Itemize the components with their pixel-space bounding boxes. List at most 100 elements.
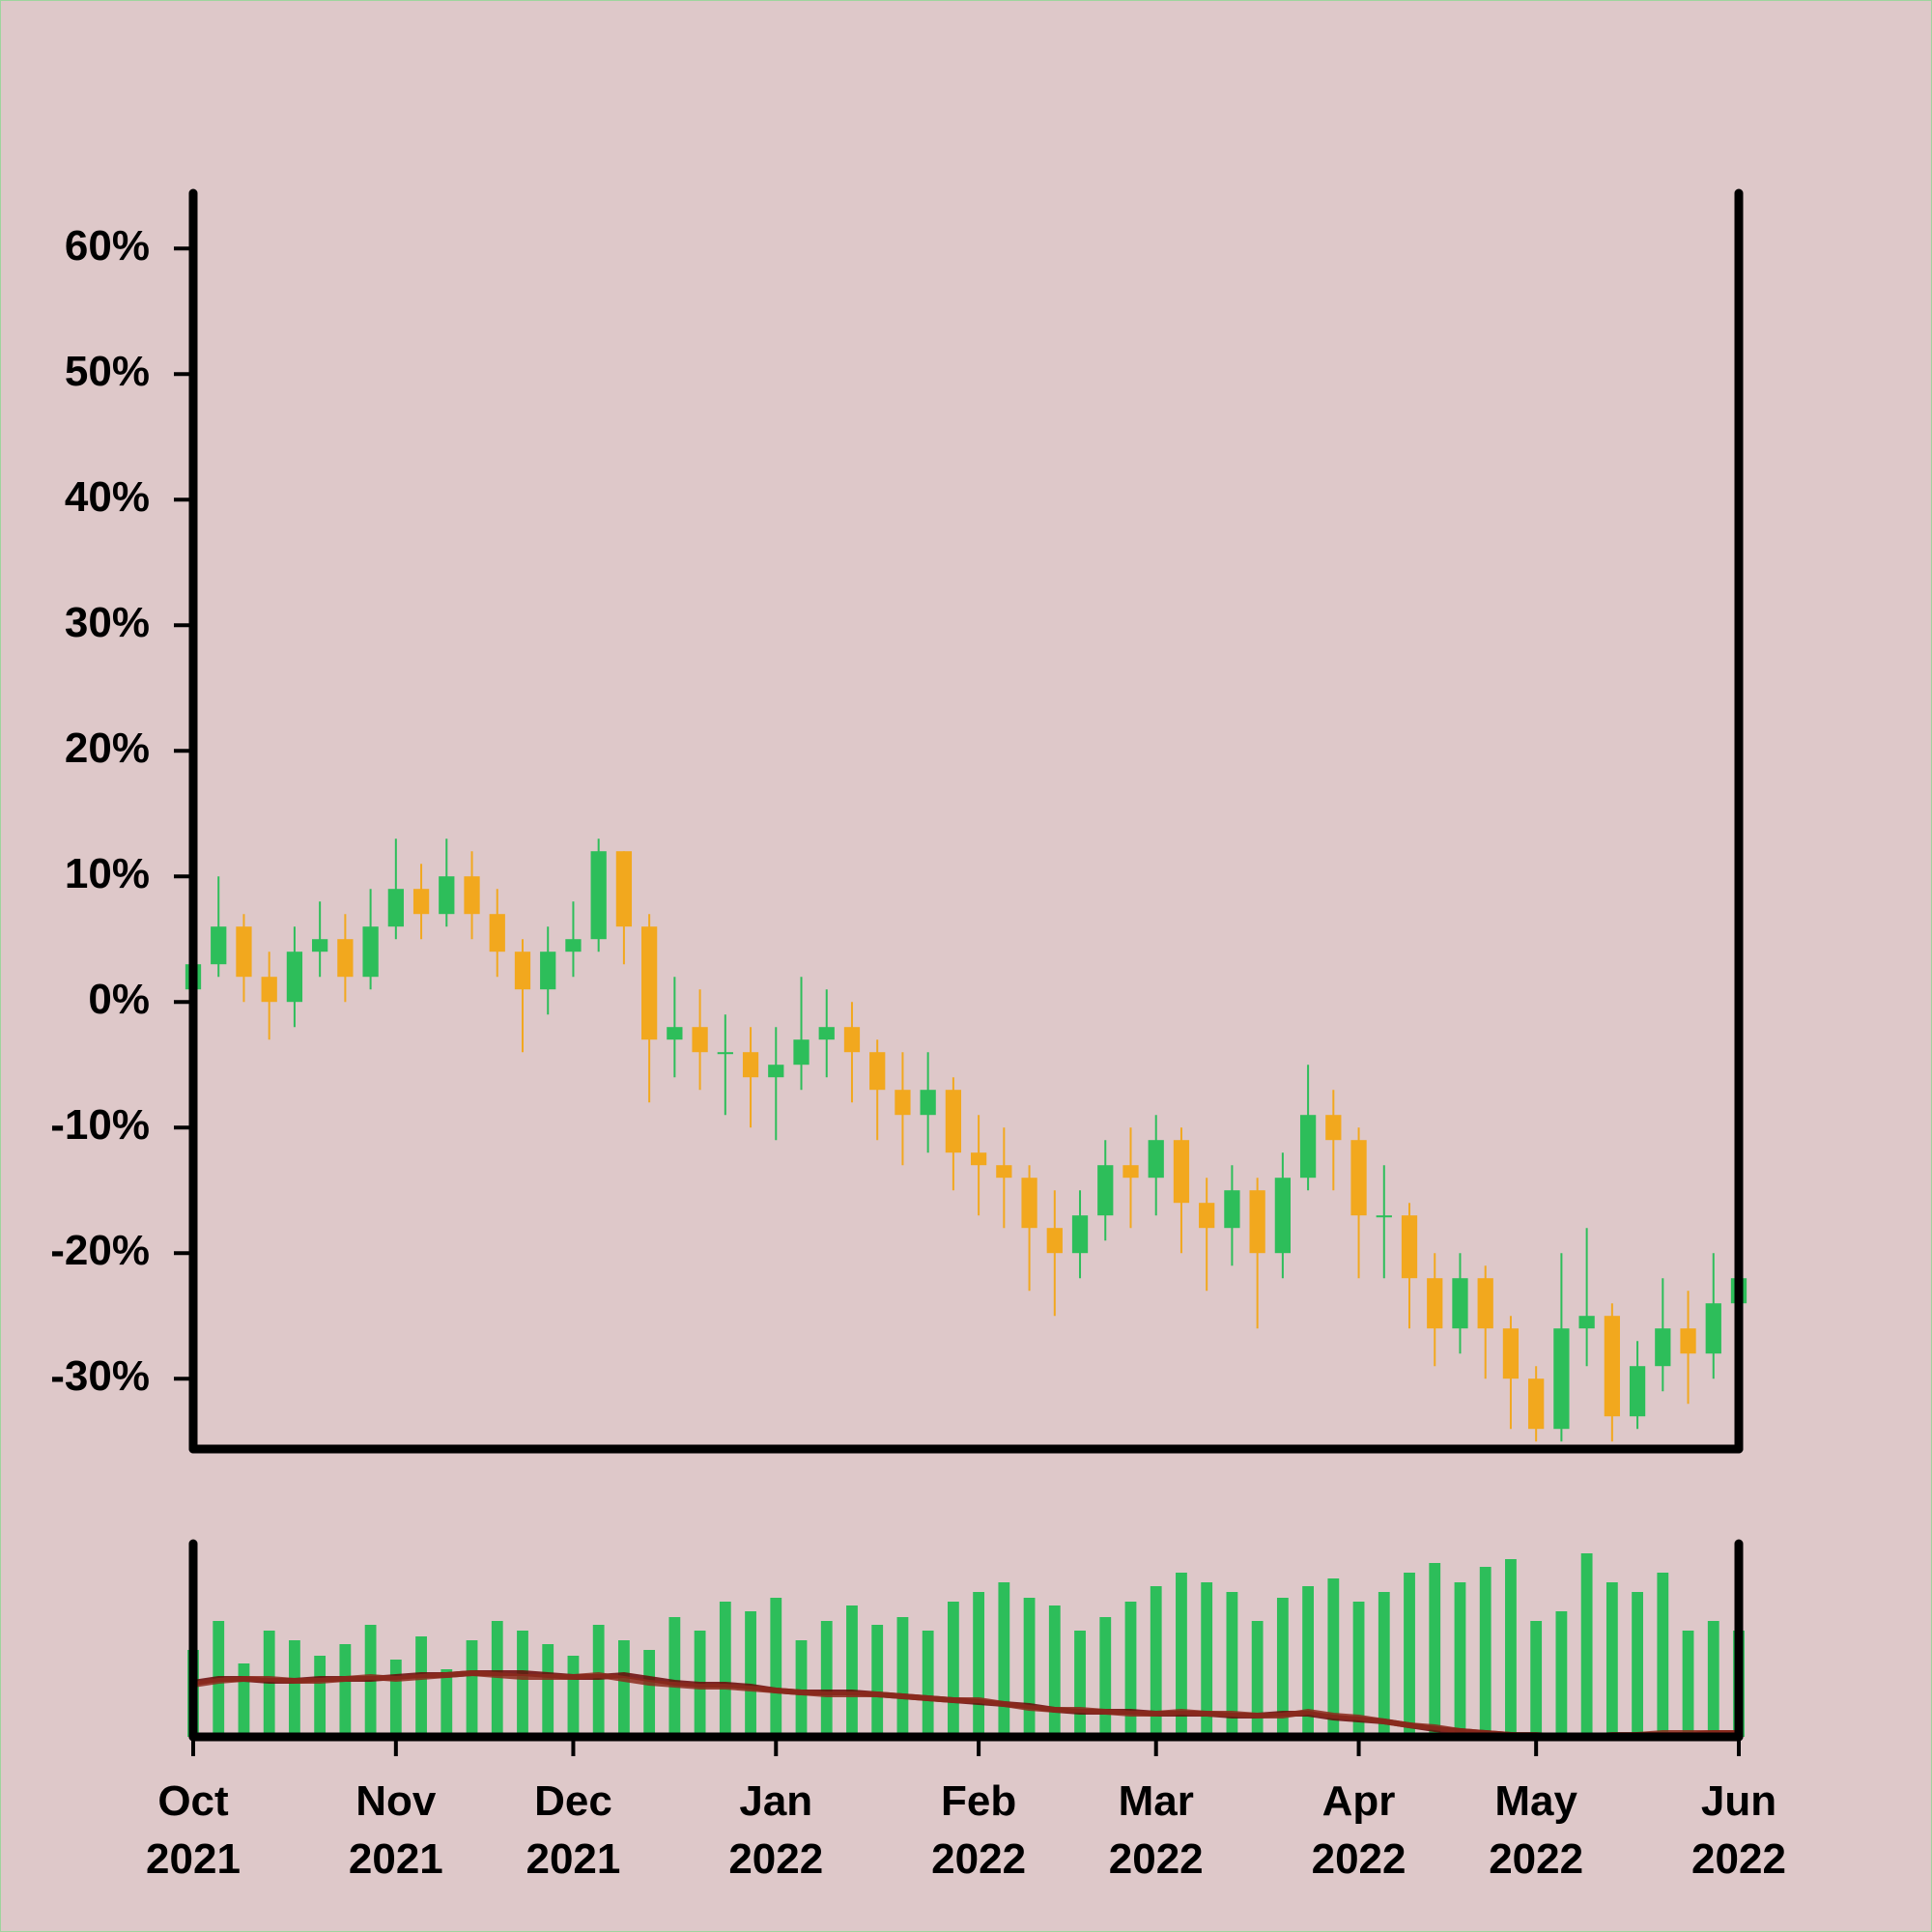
volume-bar	[643, 1650, 656, 1737]
candle-body	[667, 1027, 683, 1040]
candle-body	[1350, 1140, 1367, 1216]
candle-body	[1071, 1215, 1089, 1254]
y-tick-label: 30%	[65, 599, 150, 646]
candle-body	[742, 1052, 759, 1078]
candle-body	[1376, 1215, 1392, 1218]
volume-bar	[592, 1625, 605, 1737]
volume-bar	[1048, 1605, 1061, 1737]
x-tick-label: Mar 2022	[1108, 1777, 1204, 1883]
x-tick-label: Jan 2022	[728, 1777, 824, 1883]
volume-bar	[1327, 1578, 1340, 1737]
volume-bar	[896, 1617, 909, 1737]
x-tick-label: Dec 2021	[526, 1777, 621, 1883]
candle-body	[920, 1090, 936, 1116]
candle-body	[1705, 1303, 1721, 1354]
candle-body	[1325, 1115, 1342, 1141]
candle-body	[945, 1090, 962, 1153]
y-tick-label: 10%	[65, 850, 150, 897]
candle-body	[514, 952, 531, 990]
volume-bar	[795, 1640, 808, 1737]
volume-bar	[517, 1631, 528, 1737]
candle-body	[996, 1165, 1012, 1179]
volume-bar	[871, 1625, 884, 1737]
volume-bar	[1302, 1586, 1314, 1737]
volume-bar	[998, 1582, 1010, 1737]
candle-body	[843, 1027, 861, 1053]
candle-body	[261, 977, 277, 1003]
candle-body	[1046, 1228, 1063, 1254]
candle-body	[970, 1152, 987, 1166]
candle-body	[1401, 1215, 1418, 1279]
candle-body	[337, 939, 354, 978]
volume-bar	[1226, 1592, 1238, 1737]
candle-body	[1502, 1328, 1520, 1379]
volume-bar	[238, 1663, 250, 1737]
x-tick-label: Jun 2022	[1691, 1777, 1786, 1883]
y-tick-label: 40%	[65, 473, 150, 521]
volume-bar	[1555, 1611, 1568, 1737]
volume-bar	[1124, 1602, 1137, 1737]
y-tick-label: -10%	[50, 1101, 150, 1149]
candle-body	[869, 1052, 886, 1091]
volume-bar	[668, 1617, 681, 1737]
volume-bar	[1251, 1621, 1264, 1737]
candle-body	[717, 1052, 733, 1055]
volume-bar	[1479, 1567, 1492, 1737]
volume-bar	[491, 1621, 503, 1737]
volume-bar	[1176, 1573, 1187, 1737]
candle-body	[768, 1065, 784, 1078]
volume-bar	[1580, 1553, 1593, 1737]
x-tick-label: Nov 2021	[348, 1777, 443, 1883]
volume-bar	[922, 1631, 934, 1737]
volume-bar	[289, 1640, 300, 1737]
volume-bar	[1404, 1573, 1415, 1737]
x-tick-label: May 2022	[1489, 1777, 1584, 1883]
volume-bar	[415, 1636, 427, 1737]
x-tick-label: Apr 2022	[1311, 1777, 1406, 1883]
volume-bar	[770, 1598, 782, 1737]
volume-bar	[339, 1644, 352, 1737]
candle-body	[1629, 1366, 1646, 1417]
candle-body	[1604, 1316, 1620, 1417]
candle-body	[692, 1027, 708, 1053]
candle-body	[590, 851, 607, 940]
volume-bar	[567, 1656, 580, 1737]
candle-body	[211, 926, 227, 965]
volume-bar	[846, 1605, 858, 1737]
volume-bar	[973, 1592, 985, 1737]
volume-bar	[1023, 1598, 1036, 1737]
candle-body	[1173, 1140, 1190, 1204]
y-tick-label: 60%	[65, 222, 150, 270]
candle-body	[286, 952, 303, 1003]
candle-body	[1452, 1278, 1468, 1329]
candle-body	[1199, 1203, 1215, 1229]
candle-body	[412, 889, 430, 915]
volume-bar	[820, 1621, 833, 1737]
volume-bar	[719, 1602, 731, 1737]
candle-body	[615, 851, 633, 927]
volume-bar	[1352, 1602, 1365, 1737]
candle-body	[362, 926, 379, 978]
candle-body	[1299, 1115, 1317, 1179]
volume-bar	[440, 1669, 453, 1737]
y-tick-label: 20%	[65, 724, 150, 772]
candle-body	[439, 876, 455, 915]
volume-bar	[1632, 1592, 1643, 1737]
y-tick-label: -20%	[50, 1227, 150, 1274]
volume-bar	[389, 1660, 402, 1737]
volume-bar	[1707, 1621, 1719, 1737]
x-tick-label: Oct 2021	[146, 1777, 241, 1883]
volume-bar	[1530, 1621, 1543, 1737]
volume-bar	[1605, 1582, 1618, 1737]
candle-body	[895, 1090, 911, 1116]
candle-body	[387, 889, 404, 927]
candle-body	[1553, 1328, 1570, 1430]
volume-bar	[1657, 1573, 1669, 1737]
candle-body	[1655, 1328, 1671, 1367]
candle-body	[565, 939, 582, 952]
volume-bar	[1378, 1592, 1390, 1737]
candle-body	[1021, 1178, 1037, 1229]
volume-bar	[947, 1602, 959, 1737]
candle-body	[1097, 1165, 1114, 1216]
